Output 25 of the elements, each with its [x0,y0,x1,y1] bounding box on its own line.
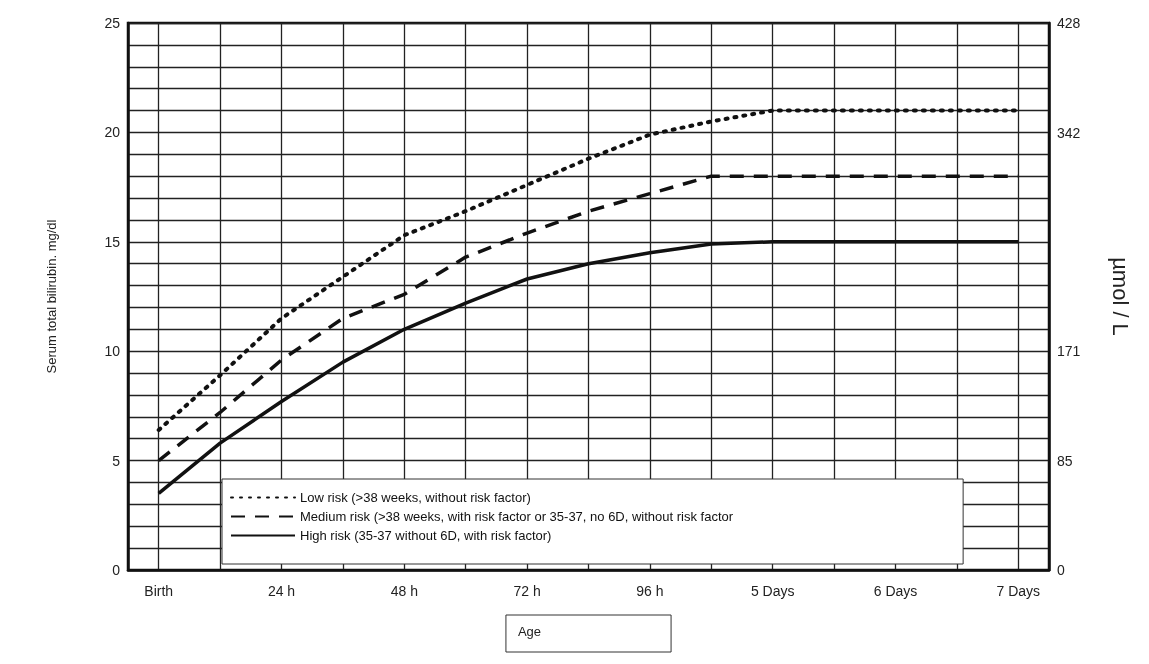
y-tick-label: 0 [112,562,121,578]
y2-tick-label: 342 [1057,124,1081,141]
x-tick-label: 96 h [636,583,664,599]
x-tick-label: 48 h [390,583,418,599]
legend-label: Low risk (>38 weeks, without risk factor) [300,490,531,505]
legend-label: Medium risk (>38 weeks, with risk factor or 35-37, no 6D, without risk factor [300,509,734,524]
x-tick-label: 7 Days [996,583,1041,599]
y-tick-label: 15 [104,233,121,250]
y-tick-label: 25 [104,15,121,31]
x-tick-label: 5 Days [750,583,795,599]
y2-tick-label: 85 [1057,453,1073,470]
x-tick-label: 72 h [513,583,541,599]
x-tick-label: Birth [144,583,174,599]
y2-tick-label: 171 [1057,343,1081,360]
x-tick-label: 24 h [267,583,296,599]
x-tick-label: 6 Days [873,583,918,599]
y-tick-label: 10 [104,343,121,360]
y-tick-label: 5 [112,452,121,469]
y-tick-label: 20 [104,124,121,141]
y2-tick-label: 428 [1057,15,1081,31]
y2-tick-label: 0 [1057,562,1065,578]
y2-axis-title: µmol / L [1107,257,1133,336]
x-axis-title: Age [517,624,542,639]
legend-label: High risk (35-37 without 6D, with risk factor) [300,528,552,543]
y-axis-title: Serum total bilirubin. mg/dl [44,219,59,374]
